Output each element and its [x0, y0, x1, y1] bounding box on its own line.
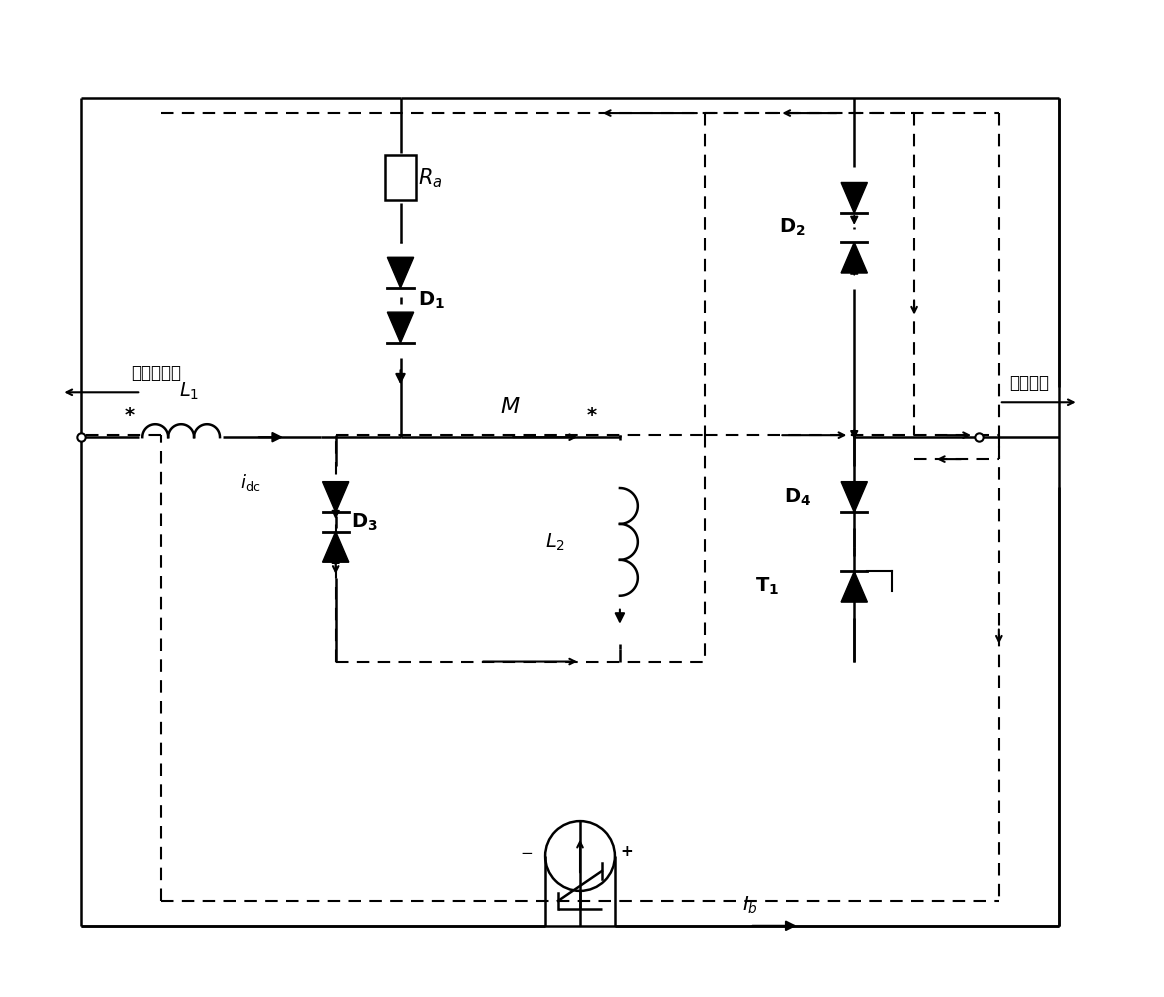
Text: $\mathbf{D_1}$: $\mathbf{D_1}$: [418, 289, 446, 311]
Text: $\mathbf{T_1}$: $\mathbf{T_1}$: [755, 576, 780, 597]
Text: +: +: [620, 843, 633, 858]
Polygon shape: [388, 312, 413, 343]
Text: $-$: $-$: [520, 843, 533, 858]
Polygon shape: [322, 531, 349, 562]
Bar: [384, 156, 417, 200]
Text: $\mathit{I_b}$: $\mathit{I_b}$: [741, 894, 758, 916]
Polygon shape: [842, 482, 867, 512]
Text: 线路方向: 线路方向: [1009, 374, 1049, 392]
Polygon shape: [388, 257, 413, 288]
Text: *: *: [125, 406, 134, 425]
Polygon shape: [842, 571, 867, 602]
Text: $\mathit{L_1}$: $\mathit{L_1}$: [179, 381, 199, 402]
Polygon shape: [322, 482, 349, 512]
Text: $\mathbf{D_3}$: $\mathbf{D_3}$: [350, 511, 377, 532]
Text: $\mathit{M}$: $\mathit{M}$: [499, 397, 520, 417]
Text: $\mathit{L_2}$: $\mathit{L_2}$: [545, 531, 565, 552]
Text: $\mathit{i}_{\mathrm{dc}}$: $\mathit{i}_{\mathrm{dc}}$: [240, 472, 262, 494]
Text: $\mathbf{D_2}$: $\mathbf{D_2}$: [780, 217, 807, 238]
Text: 换流站方向: 换流站方向: [132, 364, 182, 382]
Text: *: *: [587, 406, 597, 425]
Text: $\mathbf{D_4}$: $\mathbf{D_4}$: [785, 487, 811, 507]
Polygon shape: [842, 242, 867, 273]
Text: $R_a$: $R_a$: [418, 166, 443, 189]
Polygon shape: [842, 182, 867, 213]
